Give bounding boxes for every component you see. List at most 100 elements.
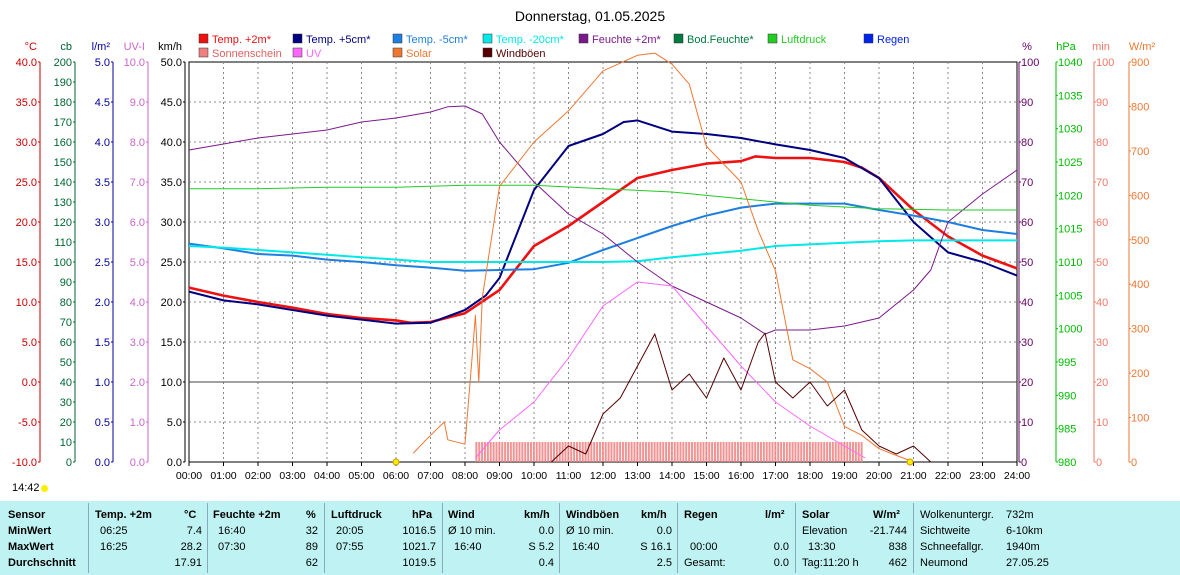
regen-max-time: 00:00 — [690, 541, 718, 553]
sunshine-bar — [509, 442, 512, 462]
axis-tick-label: 8.0 — [130, 137, 145, 149]
axis-tick-label: 6.0 — [130, 217, 145, 229]
legend-label: Bod.Feuchte* — [687, 34, 754, 46]
axis-tick-label: 900 — [1131, 57, 1149, 69]
x-tick-label: 22:00 — [935, 470, 961, 482]
sunshine-bar — [751, 442, 754, 462]
row-label-avg: Durchschnitt — [8, 557, 76, 569]
x-tick-label: 15:00 — [693, 470, 719, 482]
axis-tick-label: 30 — [1021, 337, 1033, 349]
sunshine-bar — [529, 442, 532, 462]
sunshine-bar — [598, 442, 601, 462]
x-tick-label: 20:00 — [866, 470, 892, 482]
axis-tick-label: 0.5 — [95, 417, 110, 429]
axis-tick-label: 1030 — [1058, 124, 1082, 136]
legend-swatch — [392, 47, 403, 58]
sunshine-bar — [719, 442, 722, 462]
axis-unit-label: UV-I — [124, 41, 145, 53]
temp-min-time: 06:25 — [100, 525, 128, 537]
sunshine-bar — [581, 442, 584, 462]
sunshine-bar — [725, 442, 728, 462]
legend-label: Windböen — [496, 48, 546, 60]
sunshine-bar — [501, 442, 504, 462]
legend-swatch — [863, 33, 874, 44]
weather-chart: Donnerstag, 01.05.2025 00:00 01:00 02:00 03:… — [12, 8, 1156, 482]
regen-avg: 0.0 — [773, 557, 789, 569]
x-tick-label: 17:00 — [762, 470, 788, 482]
axis-tick-label: 30 — [60, 397, 72, 409]
sunshine-bar — [639, 442, 642, 462]
legend-label: Regen — [877, 34, 909, 46]
sunshine-bar — [604, 442, 607, 462]
feuchte-min-time: 16:40 — [218, 525, 246, 537]
legend-swatch — [767, 33, 778, 44]
sunshine-bar — [610, 442, 613, 462]
feuchte-unit: % — [306, 509, 316, 521]
x-tick-label: 16:00 — [728, 470, 754, 482]
divider — [88, 503, 89, 573]
feuchte-min: 32 — [305, 525, 318, 537]
axis-tick-label: 70 — [1096, 177, 1108, 189]
sunshine-bar — [846, 442, 849, 462]
axis-tick-label: 20.0 — [16, 217, 37, 229]
axis-tick-label: 0 — [66, 457, 72, 469]
x-tick-label: 21:00 — [900, 470, 926, 482]
regen-avg-label: Gesamt: — [684, 557, 726, 569]
axis-tick-label: 985 — [1058, 424, 1076, 436]
sunshine-bar — [616, 442, 619, 462]
x-tick-label: 14:00 — [659, 470, 685, 482]
sunshine-bar — [849, 442, 852, 462]
legend-label: Sonnenschein — [212, 48, 282, 60]
series-line — [188, 119, 1018, 325]
axis-tick-label: 40 — [1021, 297, 1033, 309]
axis-tick-label: 3.0 — [95, 217, 110, 229]
series-line — [189, 184, 1017, 211]
sunshine-bar — [702, 442, 705, 462]
sunshine-bar — [762, 442, 765, 462]
sunshine-bar — [757, 442, 760, 462]
axis-tick-label: 15.0 — [161, 337, 182, 349]
extra-label: Neumond — [920, 557, 968, 569]
axis-tick-label: 100 — [54, 257, 72, 269]
series-line — [412, 52, 914, 463]
axis-tick-label: 30.0 — [16, 137, 37, 149]
sunshine-bar — [541, 442, 544, 462]
row-label-min: MinWert — [8, 525, 52, 537]
temp-avg: 17.91 — [174, 557, 202, 569]
sunshine-bar — [682, 442, 685, 462]
legend-swatch — [198, 33, 209, 44]
sunshine-bar — [621, 442, 624, 462]
feuchte-avg: 62 — [305, 557, 318, 569]
axis-tick-label: 50 — [1096, 257, 1108, 269]
axis-tick-label: 1.5 — [95, 337, 110, 349]
axis-tick-label: 90 — [60, 277, 72, 289]
sunshine-bar — [731, 442, 734, 462]
x-tick-label: 12:00 — [590, 470, 616, 482]
sun-marker-icon — [41, 485, 48, 492]
luftdruck-title: Luftdruck — [331, 509, 382, 521]
sunshine-bar — [521, 442, 524, 462]
luftdruck-avg: 1019.5 — [402, 557, 436, 569]
sunshine-bar — [552, 442, 555, 462]
axis-tick-label: 1000 — [1058, 324, 1082, 336]
axis-tick-label: 980 — [1058, 457, 1076, 469]
x-tick-label: 07:00 — [417, 470, 443, 482]
boeen-title: Windböen — [566, 509, 620, 521]
sunshine-bar — [627, 442, 630, 462]
regen-max: 0.0 — [773, 541, 789, 553]
axis-tick-label: 300 — [1131, 324, 1149, 336]
sunshine-bar — [693, 442, 696, 462]
sunshine-bar — [570, 442, 573, 462]
legend-label: Feuchte +2m* — [592, 34, 662, 46]
wind-max-time: 16:40 — [454, 541, 482, 553]
series-line — [188, 105, 1018, 335]
legend-swatch — [482, 47, 493, 58]
sunshine-bar — [535, 442, 538, 462]
sunshine-bar — [826, 442, 829, 462]
timestamp: 14:42 — [12, 482, 40, 494]
axis-tick-label: 100 — [1021, 57, 1039, 69]
sunshine-bar — [624, 442, 627, 462]
legend-label: Luftdruck — [781, 34, 827, 46]
axis-tick-label: 4.0 — [130, 297, 145, 309]
axis-tick-label: 80 — [1096, 137, 1108, 149]
